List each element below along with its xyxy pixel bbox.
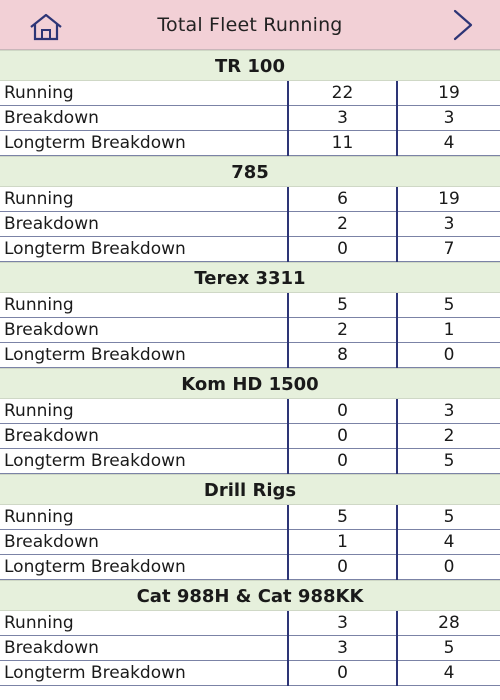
table-row: Breakdown 0 2 — [0, 423, 500, 449]
table-row: Running 5 5 — [0, 505, 500, 530]
value-cell-2: 4 — [396, 660, 500, 686]
value-cell-1: 22 — [287, 81, 397, 106]
label-cell: Running — [0, 293, 288, 318]
value-cell-1: 0 — [287, 554, 397, 580]
value-cell-1: 0 — [287, 660, 397, 686]
table-row: Breakdown 3 3 — [0, 105, 500, 131]
label-cell: Running — [0, 505, 288, 530]
value-cell-1: 8 — [287, 342, 397, 368]
table-row: Breakdown 1 4 — [0, 529, 500, 555]
value-cell-1: 2 — [287, 211, 397, 237]
value-cell-2: 5 — [396, 293, 500, 318]
label-cell: Breakdown — [0, 317, 288, 343]
group-title: Kom HD 1500 — [0, 368, 500, 399]
value-cell-1: 0 — [287, 423, 397, 449]
chevron-right-icon[interactable] — [450, 8, 476, 42]
table-row: Running 0 3 — [0, 399, 500, 424]
fleet-table: Running 6 19 Breakdown 2 3 Longterm Breakdown 0… — [0, 187, 500, 262]
table-row: Longterm Breakdown 11 4 — [0, 130, 500, 156]
group-title: 785 — [0, 156, 500, 187]
label-cell: Breakdown — [0, 423, 288, 449]
label-cell: Breakdown — [0, 529, 288, 555]
page-title: Total Fleet Running — [157, 14, 343, 36]
fleet-table: Running 5 5 Breakdown 1 4 Longterm Breakdown 0 0 — [0, 505, 500, 580]
table-row: Running 6 19 — [0, 187, 500, 212]
value-cell-1: 5 — [287, 293, 397, 318]
table-row: Running 5 5 — [0, 293, 500, 318]
value-cell-2: 3 — [396, 211, 500, 237]
value-cell-1: 1 — [287, 529, 397, 555]
label-cell: Longterm Breakdown — [0, 342, 288, 368]
value-cell-1: 3 — [287, 105, 397, 131]
value-cell-2: 5 — [396, 635, 500, 661]
fleet-groups: TR 100 Running 22 19 Breakdown 3 3 Longterm Bre… — [0, 50, 500, 686]
table-row: Longterm Breakdown 0 4 — [0, 660, 500, 686]
value-cell-2: 7 — [396, 236, 500, 262]
fleet-table: Running 3 28 Breakdown 3 5 Longterm Breakdown 0… — [0, 611, 500, 686]
value-cell-2: 4 — [396, 529, 500, 555]
value-cell-2: 19 — [396, 81, 500, 106]
table-row: Breakdown 3 5 — [0, 635, 500, 661]
table-row: Running 22 19 — [0, 81, 500, 106]
table-row: Longterm Breakdown 8 0 — [0, 342, 500, 368]
value-cell-1: 0 — [287, 399, 397, 424]
label-cell: Longterm Breakdown — [0, 236, 288, 262]
value-cell-2: 3 — [396, 399, 500, 424]
value-cell-2: 5 — [396, 448, 500, 474]
table-row: Longterm Breakdown 0 7 — [0, 236, 500, 262]
app-header: Total Fleet Running — [0, 0, 500, 50]
table-row: Breakdown 2 1 — [0, 317, 500, 343]
home-icon[interactable] — [28, 12, 64, 42]
value-cell-2: 28 — [396, 611, 500, 636]
label-cell: Breakdown — [0, 635, 288, 661]
value-cell-1: 0 — [287, 448, 397, 474]
label-cell: Longterm Breakdown — [0, 554, 288, 580]
value-cell-2: 2 — [396, 423, 500, 449]
label-cell: Breakdown — [0, 211, 288, 237]
table-row: Longterm Breakdown 0 5 — [0, 448, 500, 474]
value-cell-2: 3 — [396, 105, 500, 131]
label-cell: Running — [0, 399, 288, 424]
value-cell-2: 0 — [396, 554, 500, 580]
value-cell-1: 3 — [287, 611, 397, 636]
value-cell-1: 3 — [287, 635, 397, 661]
value-cell-2: 5 — [396, 505, 500, 530]
table-row: Running 3 28 — [0, 611, 500, 636]
value-cell-1: 11 — [287, 130, 397, 156]
label-cell: Running — [0, 81, 288, 106]
label-cell: Longterm Breakdown — [0, 660, 288, 686]
fleet-table: Running 5 5 Breakdown 2 1 Longterm Breakdown 8 0 — [0, 293, 500, 368]
group-title: Drill Rigs — [0, 474, 500, 505]
value-cell-2: 1 — [396, 317, 500, 343]
fleet-table: Running 22 19 Breakdown 3 3 Longterm Breakdown… — [0, 81, 500, 156]
fleet-table: Running 0 3 Breakdown 0 2 Longterm Breakdown 0 5 — [0, 399, 500, 474]
label-cell: Breakdown — [0, 105, 288, 131]
group-title: Cat 988H & Cat 988KK — [0, 580, 500, 611]
value-cell-2: 4 — [396, 130, 500, 156]
table-row: Longterm Breakdown 0 0 — [0, 554, 500, 580]
label-cell: Longterm Breakdown — [0, 130, 288, 156]
label-cell: Running — [0, 611, 288, 636]
value-cell-1: 2 — [287, 317, 397, 343]
value-cell-2: 0 — [396, 342, 500, 368]
label-cell: Running — [0, 187, 288, 212]
value-cell-2: 19 — [396, 187, 500, 212]
label-cell: Longterm Breakdown — [0, 448, 288, 474]
group-title: Terex 3311 — [0, 262, 500, 293]
value-cell-1: 5 — [287, 505, 397, 530]
group-title: TR 100 — [0, 50, 500, 81]
value-cell-1: 6 — [287, 187, 397, 212]
table-row: Breakdown 2 3 — [0, 211, 500, 237]
value-cell-1: 0 — [287, 236, 397, 262]
